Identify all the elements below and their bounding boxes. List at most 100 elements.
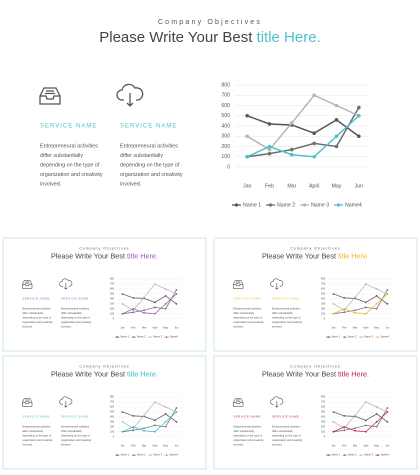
- point: [121, 430, 124, 433]
- thumbnail-frame: [2, 355, 207, 470]
- point: [143, 296, 145, 299]
- cloud-shape: [59, 396, 73, 405]
- title-accent: title Here.: [257, 29, 321, 46]
- point: [386, 420, 389, 423]
- point: [334, 118, 339, 122]
- point: [143, 311, 145, 314]
- legend-dot: [268, 203, 273, 207]
- title-accent: title Here.: [127, 251, 158, 260]
- title-accent: title Here.: [127, 369, 158, 378]
- legend-dot: [336, 203, 341, 207]
- point: [132, 427, 135, 430]
- service-text: Entrepreneural activities: [61, 306, 90, 310]
- legend-label: Name 1: [120, 336, 129, 339]
- legend-label: Name 2: [348, 336, 357, 339]
- legend-dot: [302, 203, 307, 207]
- point: [357, 113, 361, 118]
- cloud-arrow: [275, 282, 279, 290]
- point: [364, 424, 367, 427]
- x-tick-label: April: [363, 327, 368, 330]
- slide-title: Please Write Your Best title Here.: [51, 251, 158, 260]
- x-tick-label: April: [152, 445, 157, 448]
- cloud-icon: [116, 83, 144, 107]
- point: [343, 427, 346, 430]
- service-text: involved.: [61, 443, 72, 447]
- point: [121, 293, 124, 295]
- point: [343, 425, 346, 428]
- x-tick-label: Jun: [385, 445, 390, 448]
- x-tick-label: Feb: [342, 445, 347, 448]
- title-main: Please Write Your Best: [262, 369, 338, 378]
- service-text: differ substantially: [61, 429, 83, 433]
- service-text: organization and creativity: [40, 172, 103, 178]
- service-text: involved.: [22, 443, 33, 447]
- tray-icon: [233, 398, 244, 407]
- point: [386, 293, 389, 295]
- x-tick-label: Jan: [331, 327, 336, 330]
- y-tick-label: 200: [321, 307, 326, 310]
- legend-label: Name4: [381, 454, 390, 457]
- y-tick-label: 700: [110, 283, 115, 286]
- x-tick-label: Jun: [355, 183, 363, 189]
- title-main: Please Write Your Best: [262, 251, 338, 260]
- y-tick-label: 100: [110, 312, 115, 315]
- point: [334, 144, 339, 149]
- cloud-icon: [59, 396, 73, 408]
- service-text: organization and creativity: [22, 438, 53, 442]
- y-tick-label: 0: [113, 317, 115, 320]
- legend-dot: [343, 454, 346, 456]
- point: [354, 414, 356, 417]
- point: [143, 309, 145, 312]
- tray-icon: [233, 280, 244, 289]
- point: [312, 131, 316, 135]
- y-tick-label: 400: [221, 123, 230, 129]
- legend-dot: [327, 454, 330, 456]
- title-main: Please Write Your Best: [51, 251, 127, 260]
- service-text: differ substantially: [272, 429, 294, 433]
- point: [143, 429, 145, 432]
- point: [364, 312, 367, 315]
- point: [354, 309, 356, 312]
- legend-dot: [149, 454, 151, 456]
- service-text: involved.: [272, 443, 283, 447]
- point: [121, 420, 124, 423]
- cloud-arrow: [275, 400, 279, 408]
- kicker: Company Objectives: [79, 365, 129, 369]
- legend-label: Name4: [170, 454, 179, 457]
- legend-label: Name 1: [120, 454, 129, 457]
- point: [175, 293, 178, 295]
- point: [386, 407, 389, 409]
- point: [267, 144, 272, 149]
- point: [343, 307, 346, 310]
- service-name: SERVICE NAME: [40, 124, 97, 130]
- service-text: involved.: [40, 181, 61, 187]
- point: [364, 419, 367, 422]
- cloud-arrow: [64, 282, 68, 290]
- y-tick-label: 500: [321, 411, 326, 414]
- service-text: organization and creativity: [61, 320, 92, 324]
- x-tick-label: Mar: [142, 327, 146, 330]
- point: [153, 419, 156, 422]
- x-tick-label: Mar: [353, 327, 357, 330]
- kicker: Company Objectives: [79, 247, 129, 251]
- series-line: [122, 289, 177, 315]
- service-name: SERVICE NAME: [61, 297, 89, 301]
- legend-dot: [165, 454, 168, 456]
- service-text: differ substantially: [233, 311, 255, 315]
- tray-lines: [24, 399, 30, 402]
- service-text: involved.: [272, 325, 283, 329]
- series-line: [122, 411, 177, 433]
- slide-title: Please Write Your Best title Here.: [99, 29, 321, 46]
- point: [132, 429, 135, 432]
- y-tick-label: 400: [321, 416, 326, 419]
- x-tick-label: Jan: [243, 183, 251, 189]
- y-tick-label: 400: [110, 298, 115, 301]
- x-tick-label: April: [152, 327, 157, 330]
- legend-label: Name 3: [364, 336, 373, 339]
- legend-label: Name 1: [243, 202, 261, 208]
- y-tick-label: 600: [321, 406, 326, 409]
- service-text: Entrepreneural activities: [272, 424, 301, 428]
- y-tick-label: 0: [324, 317, 326, 320]
- service-text: depending on the type of: [272, 315, 301, 319]
